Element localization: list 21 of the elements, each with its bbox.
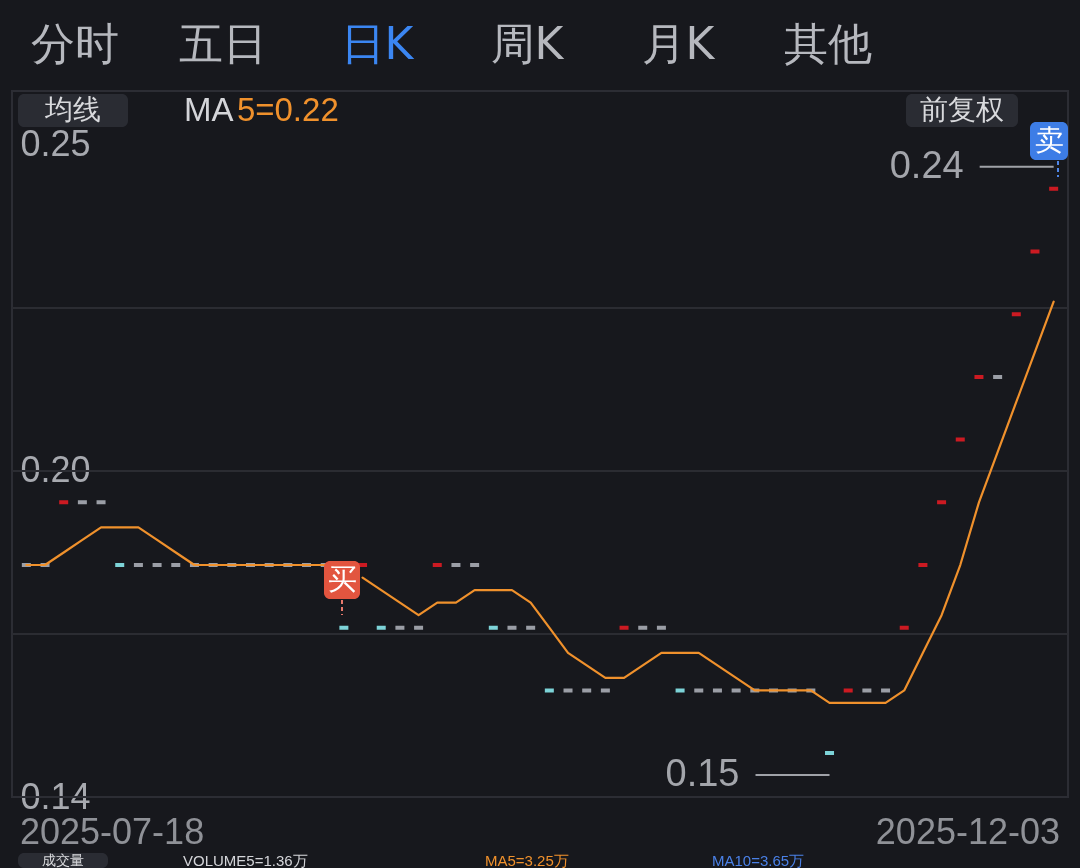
text: 2025-07-18 — [20, 811, 205, 852]
text: 2025-12-03 — [875, 811, 1060, 852]
annotation: 0.24 — [889, 143, 964, 186]
annotation: 卖 — [1034, 123, 1064, 157]
annotation: 买 — [327, 562, 357, 596]
text: 月K — [641, 18, 716, 69]
text: 五日 — [179, 18, 267, 69]
text: 5=0.22 — [236, 91, 339, 128]
text: 其他 — [784, 18, 872, 69]
text: 周K — [490, 18, 565, 69]
text: 分时 — [31, 18, 119, 69]
text: MA5=3.25万 — [485, 852, 569, 868]
annotation: 均线 — [44, 92, 101, 126]
annotation: 0.15 — [665, 752, 740, 795]
annotation: 前复权 — [920, 92, 1004, 126]
text: MA10=3.65万 — [712, 852, 805, 868]
text: VOLUME5=1.36万 — [183, 852, 308, 868]
text: 成交量 — [42, 851, 84, 868]
text: 日K — [340, 18, 415, 69]
y-tick-label: 0.25 — [20, 123, 91, 165]
legend-title: MA — [184, 91, 234, 128]
